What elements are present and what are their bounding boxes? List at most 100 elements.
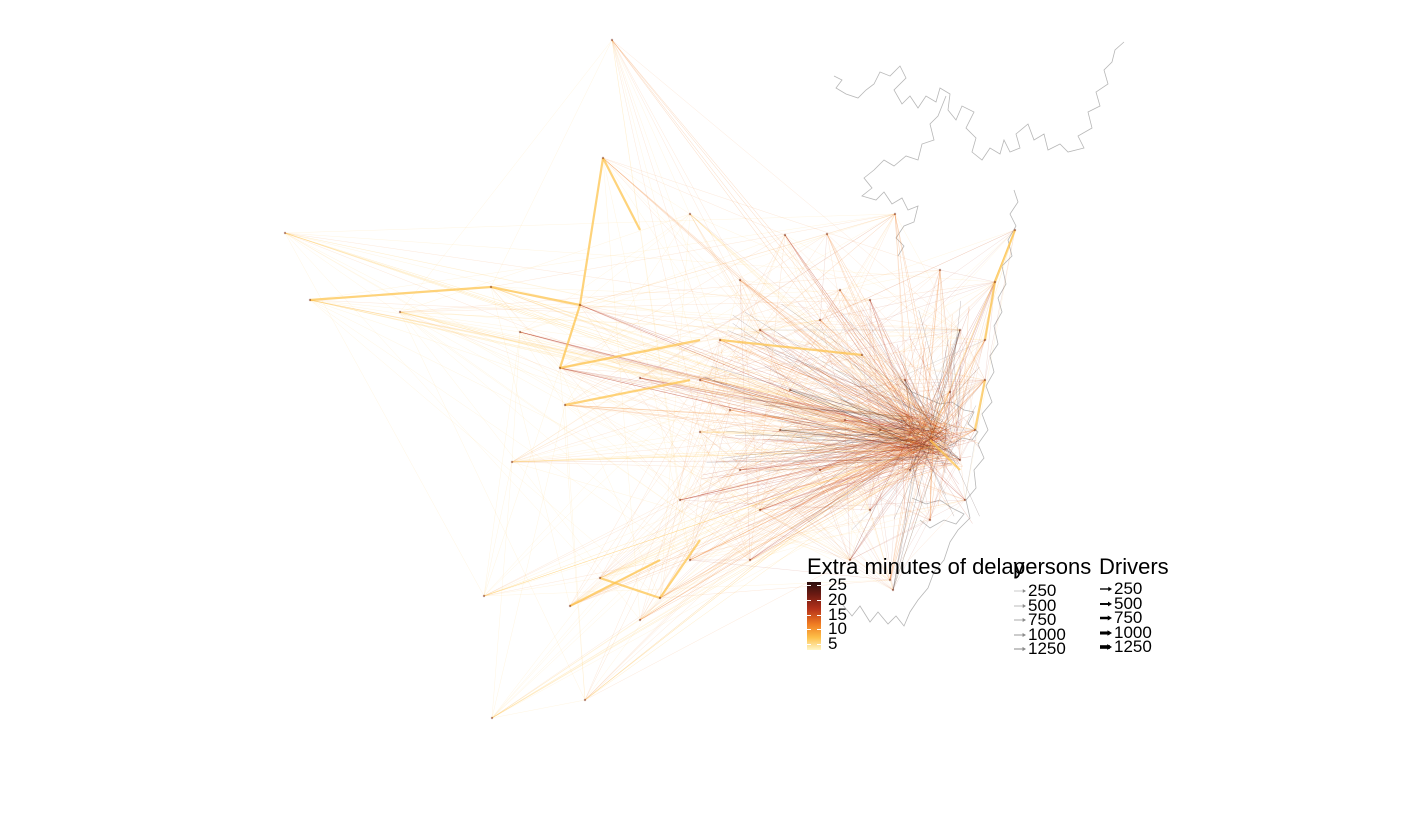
flow-line-521	[911, 429, 976, 444]
flow-line-588	[519, 331, 917, 438]
flow-line-222	[584, 339, 986, 701]
flow-node-5	[738, 278, 742, 282]
flow-line-351	[483, 579, 891, 597]
flow-line-406	[689, 213, 942, 440]
flow-line-841	[815, 367, 928, 454]
flow-line-340	[659, 419, 846, 599]
flow-node-44	[698, 378, 702, 382]
flow-line-897	[902, 411, 975, 456]
legend-delay: Extra minutes of delay 25 20 15 10 5	[807, 556, 1025, 654]
flow-line-149	[719, 339, 871, 511]
flow-line-48	[789, 213, 896, 391]
flow-line-543	[659, 429, 944, 599]
flow-line-495	[699, 431, 922, 442]
flow-line-645	[929, 340, 952, 456]
arrow-icon	[1099, 628, 1113, 638]
coastline-ocean	[841, 189, 1019, 627]
flow-line-482	[924, 339, 986, 445]
flow-line-35	[559, 233, 828, 369]
flow-line-150	[689, 339, 721, 561]
flow-line-640	[679, 436, 946, 501]
flow-line-541	[599, 429, 936, 579]
flow-line-227	[789, 329, 961, 391]
flow-line-279	[909, 429, 976, 471]
flow-line-516	[916, 427, 961, 461]
flow-line-914	[564, 378, 691, 407]
flow-line-586	[519, 331, 927, 434]
flow-line-472	[923, 269, 941, 431]
flow-line-359	[584, 379, 906, 701]
flow-node-34	[598, 576, 602, 580]
flow-line-212	[819, 229, 1016, 321]
flow-line-869	[861, 325, 908, 419]
flow-line-194	[939, 269, 966, 501]
flow-line-677	[798, 303, 949, 461]
flow-line-295	[839, 289, 976, 431]
flow-line-418	[894, 213, 925, 454]
flow-line-83	[309, 299, 521, 333]
flow-line-397	[749, 379, 986, 561]
flow-line-593	[399, 311, 941, 451]
flow-line-302	[491, 509, 871, 719]
flow-line-547	[639, 430, 944, 621]
flow-line-587	[519, 331, 940, 440]
flow-line-176	[869, 281, 996, 301]
flow-line-309	[869, 379, 986, 511]
flow-line-567	[889, 425, 919, 581]
legend_persons-item: 1000	[1013, 626, 1091, 642]
flow-line-891	[899, 353, 934, 431]
flow-line-646	[950, 421, 960, 427]
flow-line-463	[861, 354, 914, 428]
flow-line-748	[803, 463, 955, 514]
flow-line-515	[935, 444, 961, 461]
flow-line-676	[931, 386, 974, 432]
flow-line-793	[870, 385, 937, 444]
flow-line-835	[868, 383, 919, 424]
flow-line-508	[879, 429, 950, 434]
flow-node-20	[983, 338, 987, 342]
flow-line-639	[679, 443, 918, 501]
flow-line-146	[511, 461, 851, 561]
arrow-icon	[1099, 599, 1113, 609]
flow-line-134	[511, 229, 1016, 463]
flow-line-675	[805, 362, 953, 446]
flow-line-156	[611, 39, 721, 341]
flow-line-786	[790, 431, 942, 530]
flow-line-210	[689, 229, 1016, 561]
flow-line-257	[819, 429, 881, 471]
flow-line-207	[749, 281, 996, 561]
flow-line-846	[743, 417, 911, 477]
flow-line-96	[284, 232, 966, 501]
flow-line-561	[584, 442, 913, 701]
flow-line-571	[892, 443, 919, 591]
flow-line-582	[639, 377, 941, 435]
flow-line-335	[584, 597, 661, 701]
flow-line-625	[928, 379, 986, 440]
flow-line-164	[399, 311, 761, 331]
flow-line-193	[939, 269, 951, 393]
flow-line-23	[784, 234, 976, 431]
flow-line-468	[869, 299, 914, 429]
flow-node-28	[958, 458, 962, 462]
flow-line-29	[519, 234, 786, 333]
flow-line-540	[599, 429, 912, 579]
flow-line-685	[773, 442, 948, 460]
flow-line-144	[511, 419, 846, 463]
flow-line-10	[689, 213, 761, 331]
flow-line-183	[869, 299, 906, 381]
flow-line-303	[869, 509, 891, 581]
flow-line-298	[689, 519, 931, 561]
flow-line-859	[940, 433, 964, 443]
flow-line-899	[831, 353, 904, 428]
flow-line-863	[764, 463, 906, 471]
flow-line-558	[584, 431, 921, 701]
flow-line-566	[889, 435, 933, 581]
flow-line-99	[579, 304, 986, 341]
flow-line-814	[789, 456, 915, 507]
flow-line-689	[792, 426, 943, 463]
flow-line-726	[727, 330, 958, 429]
flow-line-162	[759, 329, 891, 581]
flow-node-24	[738, 468, 742, 472]
flow-line-706	[831, 462, 953, 488]
flow-line-119	[559, 289, 841, 369]
